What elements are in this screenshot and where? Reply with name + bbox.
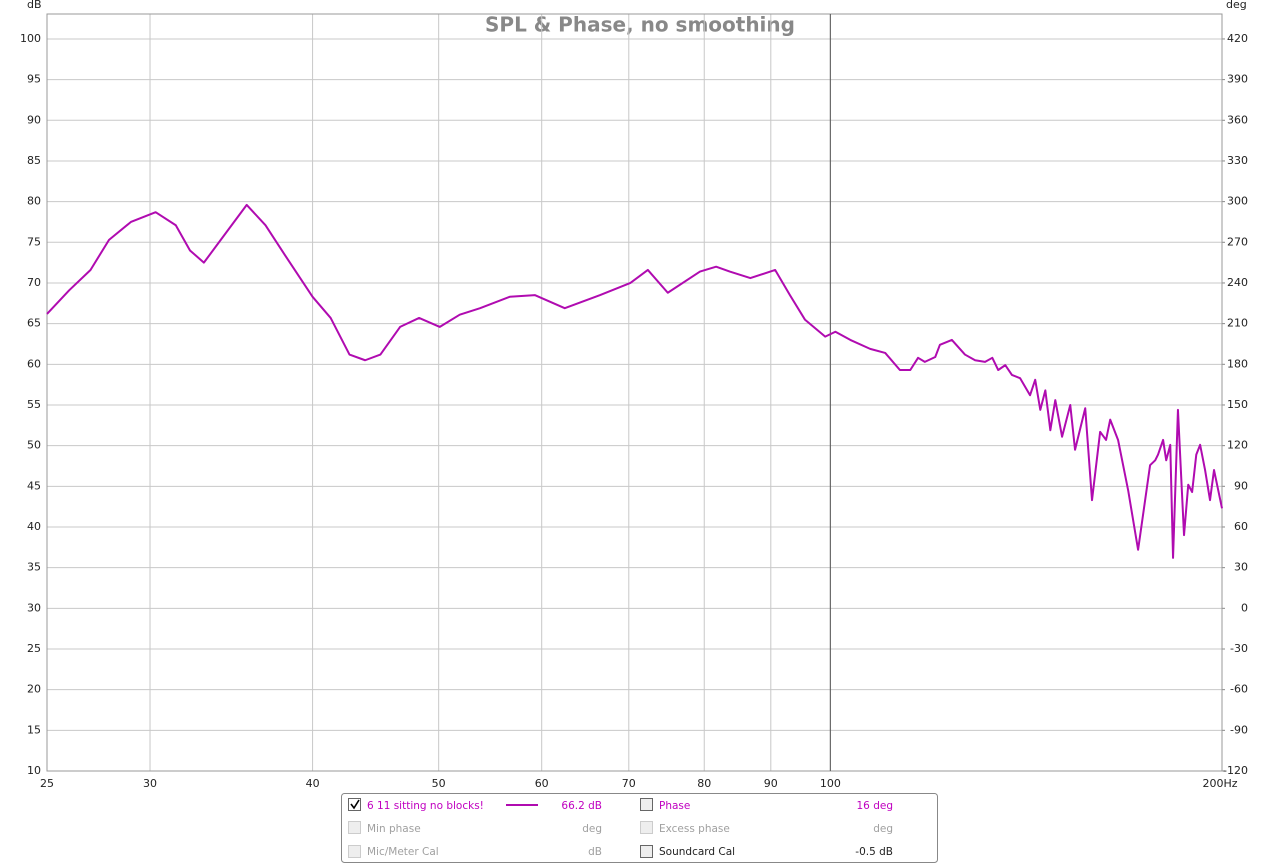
y2-tick-label: 90 — [1234, 479, 1248, 492]
y-tick-label: 55 — [27, 398, 41, 411]
checkbox[interactable] — [640, 798, 653, 811]
checkbox — [640, 821, 653, 834]
y2-tick-label: 150 — [1227, 398, 1248, 411]
y-tick-label: 45 — [27, 479, 41, 492]
y2-tick-label: 360 — [1227, 113, 1248, 126]
y-tick-label: 20 — [27, 683, 41, 696]
legend-label: Phase — [659, 800, 690, 812]
x-tick-label: 25 — [40, 777, 54, 790]
legend-label: Min phase — [367, 823, 421, 835]
y2-tick-label: 30 — [1234, 561, 1248, 574]
y2-tick-label: 420 — [1227, 32, 1248, 45]
data-line — [46, 203, 1223, 559]
y-tick-label: 90 — [27, 113, 41, 126]
y-tick-label: 100 — [20, 32, 41, 45]
x-tick-label: 40 — [306, 777, 320, 790]
y-tick-label: 65 — [27, 317, 41, 330]
y2-tick-label: 0 — [1241, 601, 1248, 614]
checkbox — [348, 821, 361, 834]
legend-label: Mic/Meter Cal — [367, 846, 439, 858]
y-tick-label: 35 — [27, 561, 41, 574]
y-tick-label: 85 — [27, 154, 41, 167]
readout: 66.2 dB — [561, 800, 602, 812]
readout: deg — [873, 823, 893, 835]
y2-tick-label: -30 — [1230, 642, 1248, 655]
y2-tick-label: -60 — [1230, 683, 1248, 696]
legend-label: Excess phase — [659, 823, 730, 835]
x-tick-label: 70 — [622, 777, 636, 790]
y-tick-label: 75 — [27, 235, 41, 248]
series-label: 6 11 sitting no blocks! — [367, 800, 484, 812]
y2-tick-label: -120 — [1223, 764, 1248, 777]
legend-label: Soundcard Cal — [659, 846, 735, 858]
chart-title: SPL & Phase, no smoothing — [485, 13, 795, 37]
x-tick-label: 30 — [143, 777, 157, 790]
readout: 16 deg — [857, 800, 894, 812]
x-tick-label: 90 — [764, 777, 778, 790]
legend-panel: 6 11 sitting no blocks! 66.2 dB Phase 16… — [341, 793, 938, 863]
y-tick-label: 10 — [27, 764, 41, 777]
checkbox[interactable] — [640, 845, 653, 858]
y-tick-label: 15 — [27, 723, 41, 736]
y-tick-label: 40 — [27, 520, 41, 533]
y2-tick-label: 240 — [1227, 276, 1248, 289]
y-axis-unit: dB — [27, 0, 42, 11]
y2-tick-label: 270 — [1227, 235, 1248, 248]
y2-tick-label: -90 — [1230, 723, 1248, 736]
y2-tick-label: 390 — [1227, 73, 1248, 86]
y-tick-label: 50 — [27, 439, 41, 452]
check-mark — [350, 799, 360, 810]
y-tick-label: 60 — [27, 357, 41, 370]
y-tick-label: 80 — [27, 195, 41, 208]
y2-tick-label: 210 — [1227, 317, 1248, 330]
checkbox — [348, 845, 361, 858]
legend-frame — [341, 793, 938, 863]
x-tick-label: 80 — [697, 777, 711, 790]
y2-axis-unit: deg — [1226, 0, 1247, 11]
y2-tick-label: 120 — [1227, 439, 1248, 452]
y2-tick-label: 300 — [1227, 195, 1248, 208]
y2-tick-label: 330 — [1227, 154, 1248, 167]
y2-tick-label: 180 — [1227, 357, 1248, 370]
y-tick-label: 95 — [27, 73, 41, 86]
y-tick-label: 25 — [27, 642, 41, 655]
y2-tick-label: 60 — [1234, 520, 1248, 533]
y-tick-label: 70 — [27, 276, 41, 289]
y-tick-label: 30 — [27, 601, 41, 614]
readout: deg — [582, 823, 602, 835]
x-tick-label: 200Hz — [1202, 777, 1237, 790]
readout: dB — [588, 846, 602, 858]
plot-frame — [46, 13, 1223, 772]
x-tick-label: 100 — [820, 777, 841, 790]
readout: -0.5 dB — [855, 846, 893, 858]
x-tick-label: 50 — [432, 777, 446, 790]
x-tick-label: 60 — [535, 777, 549, 790]
